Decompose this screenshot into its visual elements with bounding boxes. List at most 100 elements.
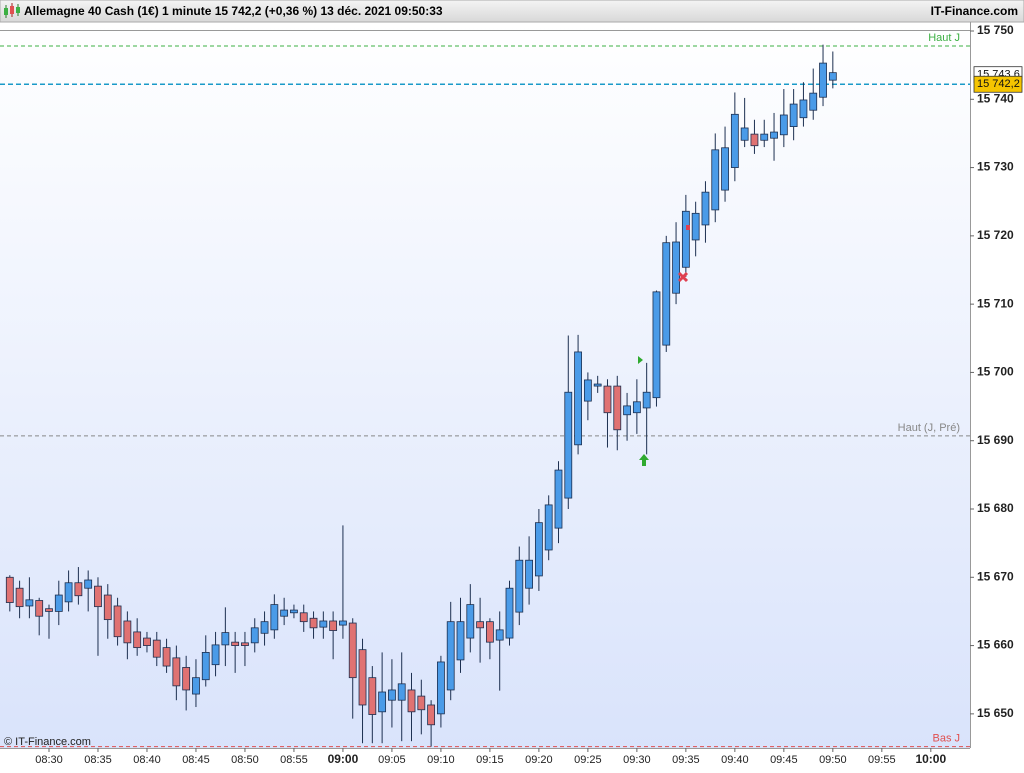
candle-body [378, 691, 387, 713]
candle-body [192, 677, 200, 695]
candle-body [828, 72, 837, 81]
x-tick-label: 08:40 [133, 754, 161, 766]
candle-body [495, 629, 504, 641]
candle-body [143, 637, 151, 646]
candle-body [94, 585, 102, 608]
candle-body [476, 621, 485, 629]
candle-body [388, 689, 396, 701]
candle-body [103, 594, 112, 621]
candle-body [593, 383, 602, 387]
candle-body [123, 620, 132, 644]
candle-body [64, 582, 73, 603]
price-label: 15 742,2 [977, 78, 1020, 90]
candle-body [525, 559, 533, 589]
signal-triangle [638, 356, 643, 364]
candle-body [397, 683, 406, 701]
candle-body [45, 608, 53, 612]
candle-body [603, 385, 612, 414]
y-tick-label: 15 650 [977, 706, 1014, 720]
candle-body [789, 103, 798, 127]
candle-body [485, 621, 494, 643]
candle-body [221, 632, 230, 646]
level-label: Bas J [932, 733, 960, 745]
candle-body [260, 621, 269, 634]
y-tick-label: 15 710 [977, 296, 1014, 310]
candle-body [250, 627, 259, 644]
candle-body [711, 149, 720, 211]
candle-body [662, 242, 671, 346]
candle-body [466, 604, 475, 639]
candle-body [280, 609, 289, 617]
candle-body [446, 621, 455, 691]
x-tick-label: 09:50 [819, 754, 847, 766]
candle-body [583, 379, 592, 402]
candle-body [701, 191, 710, 226]
candle-body [84, 579, 93, 589]
candle-body [799, 99, 808, 119]
axis-background [970, 22, 1024, 748]
header-bar [0, 0, 1024, 23]
x-tick-label: 08:35 [84, 754, 112, 766]
x-tick-label: 08:55 [280, 754, 308, 766]
x-tick-label: 09:00 [328, 752, 359, 766]
candle-body [544, 504, 553, 551]
candle-body [290, 609, 298, 614]
candle-body [681, 210, 690, 268]
candle-body [427, 704, 436, 726]
candle-body [358, 649, 367, 706]
x-axis-background [0, 748, 1024, 768]
candle-body [505, 587, 514, 639]
candle-body [407, 689, 416, 713]
signal-dot [686, 225, 690, 230]
candle-body [534, 522, 543, 577]
y-tick-label: 15 690 [977, 433, 1014, 447]
candle-body [554, 469, 563, 529]
signal-markers [638, 225, 690, 466]
header-title: Allemagne 40 Cash (1€) 1 minute 15 742,2… [24, 4, 443, 18]
candle-body [515, 559, 524, 613]
candle-body [299, 612, 308, 623]
candle-body [770, 131, 778, 139]
candle-body [201, 652, 210, 681]
x-tick-label: 08:30 [35, 754, 63, 766]
y-tick-label: 15 660 [977, 638, 1014, 652]
candle-body [211, 644, 220, 666]
candle-body [25, 599, 34, 607]
candle-body [819, 62, 827, 98]
app-icon [4, 3, 20, 18]
x-tick-label: 09:10 [427, 754, 455, 766]
x-tick-label: 09:40 [721, 754, 749, 766]
y-tick-label: 15 680 [977, 501, 1014, 515]
candle-body [437, 661, 445, 715]
candle-body [750, 133, 759, 147]
x-tick-label: 09:30 [623, 754, 651, 766]
candle-body [779, 114, 788, 136]
watermark: © IT-Finance.com [4, 736, 91, 748]
x-tick-label: 09:35 [672, 754, 700, 766]
candle-body [632, 401, 641, 414]
candle-body [74, 582, 83, 597]
header-site[interactable]: IT-Finance.com [931, 4, 1018, 18]
candle-body [5, 576, 14, 603]
candle-body [456, 621, 465, 661]
plot-background [0, 22, 970, 748]
x-tick-label: 10:00 [915, 752, 946, 766]
candle-body [672, 241, 680, 294]
x-tick-label: 08:45 [182, 754, 210, 766]
candle-body [730, 113, 739, 168]
x-tick-label: 09:20 [525, 754, 553, 766]
candle-body [613, 385, 622, 431]
candle-body [564, 391, 573, 499]
candle-body [339, 620, 347, 626]
candle-body [54, 594, 63, 612]
candle-body [309, 617, 318, 629]
candle-body [691, 212, 700, 241]
x-tick-label: 09:25 [574, 754, 602, 766]
candle-body [133, 631, 142, 649]
candle-body [241, 642, 249, 646]
candle-body [152, 639, 161, 658]
candle-body [329, 620, 338, 631]
candle-body [809, 92, 818, 111]
candle-body [35, 600, 44, 617]
